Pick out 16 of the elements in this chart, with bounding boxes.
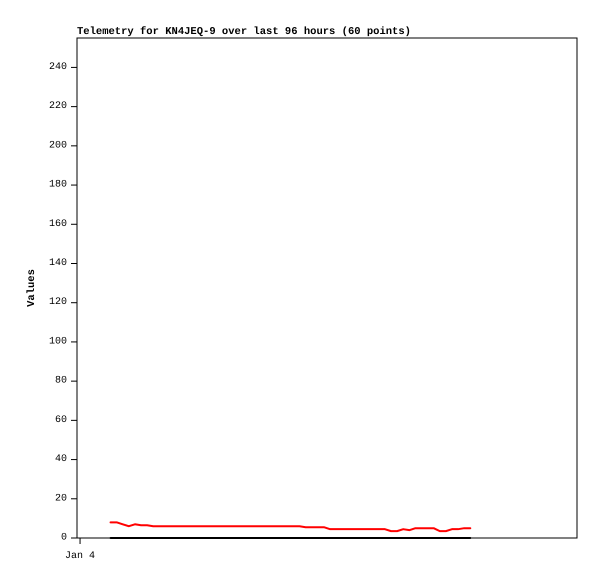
y-tick-label: 40 [54,454,67,466]
y-tick-label: 160 [48,218,67,230]
y-tick-label: 60 [54,414,67,426]
chart-title: Telemetry for KN4JEQ-9 over last 96 hours (60 points) [77,26,411,38]
y-tick-label: 20 [54,493,67,504]
y-tick-label: 120 [48,297,67,308]
y-tick-label: 140 [48,258,67,269]
y-tick-label: 240 [48,62,67,73]
y-tick-label: 80 [54,376,67,387]
y-tick-label: 200 [48,140,67,152]
y-tick-label: 180 [48,180,67,191]
x-tick-label: Jan 4 [65,551,96,562]
y-tick-label: 220 [48,101,67,112]
y-tick-label: 100 [48,336,67,348]
y-axis-title: Values [26,269,38,307]
y-tick-label: 0 [60,532,67,544]
